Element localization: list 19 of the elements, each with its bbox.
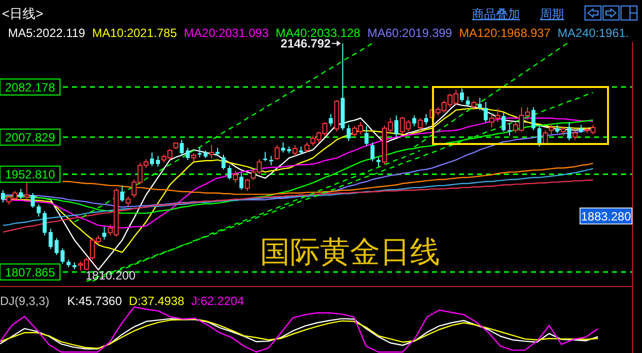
annotation: 商品叠加 <box>472 7 520 21</box>
text: MA5:2022.119 <box>8 26 86 40</box>
y-tick-label: 1952.810 <box>4 168 56 182</box>
text: MA10:2021.785 <box>92 26 178 40</box>
series-label: D:37.4938 <box>128 294 185 308</box>
text: MA120:1968.937 <box>459 26 551 40</box>
series-label: K:45.7360 <box>67 294 122 308</box>
series-label: J:62.2204 <box>191 294 244 308</box>
text: MA60:2019.399 <box>367 26 452 40</box>
chart-title: DJ(9,3,3) <box>0 294 50 308</box>
y-tick-label: 2082.178 <box>4 80 56 94</box>
text: MA240:1961. <box>558 26 629 40</box>
y-tick-label: 2007.829 <box>4 130 56 145</box>
text: <日线> <box>2 6 44 21</box>
annotation: 1883.280 <box>580 210 632 224</box>
text: MA20:2031.093 <box>184 26 269 40</box>
annotation: 国际黄金日线 <box>260 235 440 270</box>
y-tick-label: 1807.865 <box>4 265 56 280</box>
annotation: 周期 <box>540 7 564 21</box>
